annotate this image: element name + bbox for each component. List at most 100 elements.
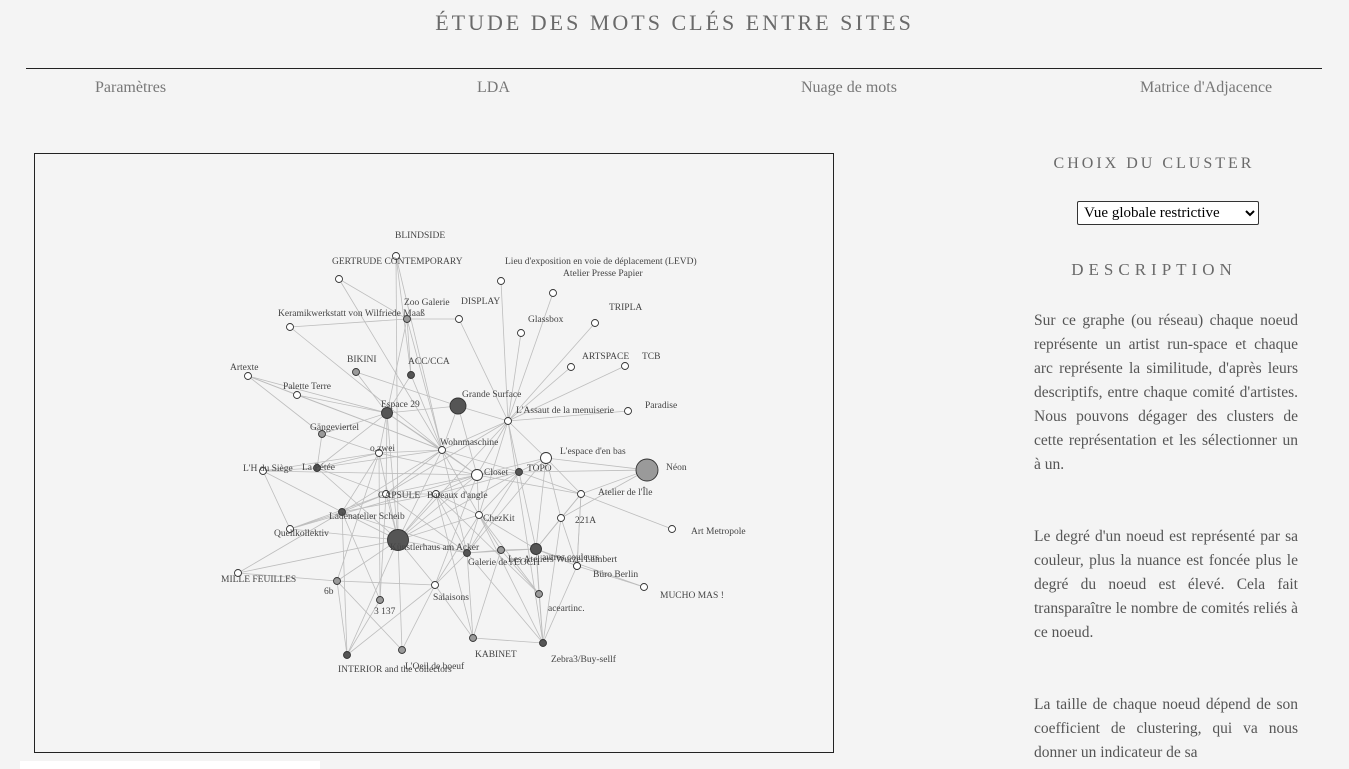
graph-node-tripla[interactable] xyxy=(591,319,599,327)
graph-node-bikini[interactable] xyxy=(352,368,360,376)
graph-node-s137[interactable] xyxy=(376,596,384,604)
graph-node-oeil[interactable] xyxy=(398,646,406,654)
graph-node-capsule[interactable] xyxy=(382,490,390,498)
graph-node-autres[interactable] xyxy=(497,546,505,554)
graph-node-aceart[interactable] xyxy=(535,590,543,598)
graph-link xyxy=(401,584,436,651)
graph-node-quell[interactable] xyxy=(286,525,294,533)
graph-node-label: L'Oeil de boeuf xyxy=(405,661,465,672)
graph-node-keramik[interactable] xyxy=(286,323,294,331)
graph-node-label: Büro Berlin xyxy=(593,570,638,580)
graph-node-paradise[interactable] xyxy=(624,407,632,415)
graph-link xyxy=(247,375,323,435)
graph-link xyxy=(507,410,629,422)
graph-link xyxy=(435,493,480,516)
graph-node-label: TRIPLA xyxy=(609,303,642,313)
graph-node-levd[interactable] xyxy=(497,277,505,285)
graph-node-artmetro[interactable] xyxy=(668,525,676,533)
graph-link xyxy=(434,474,478,586)
graph-link xyxy=(406,318,443,451)
graph-link xyxy=(466,552,474,639)
graph-node-buro[interactable] xyxy=(573,562,581,570)
graph-link xyxy=(289,493,387,530)
graph-link xyxy=(316,452,380,469)
graph-node-label: 3 137 xyxy=(374,607,396,617)
graph-link xyxy=(507,420,544,644)
graph-link xyxy=(410,374,443,451)
graph-node-assaut[interactable] xyxy=(504,417,512,425)
graph-node-display[interactable] xyxy=(455,315,463,323)
graph-link xyxy=(542,565,578,644)
graph-node-enbas[interactable] xyxy=(540,452,552,464)
graph-link xyxy=(435,474,478,495)
network-graph[interactable]: BLINDSIDE GERTRUDE CONTEMPORARY Lieu d'exp… xyxy=(34,153,834,753)
graph-link xyxy=(237,511,343,574)
nav-nuage-de-mots[interactable]: Nuage de mots xyxy=(801,79,897,96)
graph-node-mucho[interactable] xyxy=(640,583,648,591)
graph-node-hdu[interactable] xyxy=(259,467,267,475)
graph-node-label: CAPSULE xyxy=(378,491,420,501)
graph-node-grande[interactable] xyxy=(449,397,467,415)
graph-node-tcb[interactable] xyxy=(621,362,629,370)
graph-link xyxy=(378,452,478,476)
graph-node-blindside[interactable] xyxy=(392,252,400,260)
graph-link xyxy=(346,599,381,656)
graph-node-ile[interactable] xyxy=(577,490,585,498)
nav-lda[interactable]: LDA xyxy=(477,79,510,96)
graph-node-label: o.zwei xyxy=(370,444,395,454)
nav-parametres[interactable]: Paramètres xyxy=(95,79,167,96)
graph-link xyxy=(346,539,399,656)
graph-node-a221[interactable] xyxy=(557,514,565,522)
graph-node-gertrude[interactable] xyxy=(335,275,343,283)
graph-node-topo[interactable] xyxy=(515,468,523,476)
graph-link xyxy=(478,420,509,516)
graph-node-label: Néon xyxy=(666,463,687,473)
graph-node-zebra[interactable] xyxy=(539,639,547,647)
graph-node-interior[interactable] xyxy=(343,651,351,659)
graph-link xyxy=(262,452,380,472)
graph-node-neon[interactable] xyxy=(635,458,659,482)
graph-link xyxy=(336,539,399,582)
graph-node-angle[interactable] xyxy=(432,490,440,498)
graph-node-laden[interactable] xyxy=(338,508,346,516)
graph-node-kunstler[interactable] xyxy=(387,529,409,551)
graph-node-label: INTERIOR and the collectors xyxy=(338,665,452,675)
graph-link xyxy=(457,405,478,476)
graph-node-salaisons[interactable] xyxy=(431,581,439,589)
graph-node-glassbox[interactable] xyxy=(517,329,525,337)
graph-node-ozwei[interactable] xyxy=(375,449,383,457)
graph-node-mille[interactable] xyxy=(234,569,242,577)
graph-node-acc[interactable] xyxy=(407,371,415,379)
graph-node-label: ARTSPACE xyxy=(582,352,629,362)
graph-node-label: Grande Surface xyxy=(462,389,521,400)
graph-link xyxy=(441,449,468,554)
graph-node-label: Galerie de l'EOCH xyxy=(468,558,540,568)
graph-node-artspace[interactable] xyxy=(567,363,575,371)
graph-node-presse[interactable] xyxy=(549,289,557,297)
graph-node-chezkit[interactable] xyxy=(475,511,483,519)
graph-node-label: Lambert xyxy=(585,555,618,565)
graph-link xyxy=(507,366,572,422)
graph-node-lapetee[interactable] xyxy=(313,464,321,472)
graph-link xyxy=(545,457,582,495)
graph-link xyxy=(560,469,648,519)
graph-node-eoch[interactable] xyxy=(463,549,471,557)
graph-node-archi[interactable] xyxy=(530,543,542,555)
cluster-select[interactable]: Vue globale restrictive xyxy=(1077,201,1259,225)
graph-link xyxy=(316,433,323,469)
graph-node-kabinet[interactable] xyxy=(469,634,477,642)
graph-link xyxy=(478,514,540,595)
graph-node-gange[interactable] xyxy=(318,430,326,438)
network-graph-svg[interactable]: BLINDSIDE GERTRUDE CONTEMPORARY Lieu d'exp… xyxy=(35,154,833,752)
graph-node-palette[interactable] xyxy=(293,391,301,399)
graph-node-label: La Pétée xyxy=(302,463,335,473)
graph-labels: BLINDSIDE GERTRUDE CONTEMPORARY Lieu d'exp… xyxy=(221,231,746,675)
graph-node-zoo[interactable] xyxy=(403,315,411,323)
graph-node-artexte[interactable] xyxy=(244,372,252,380)
graph-link xyxy=(545,457,648,471)
graph-node-espace29[interactable] xyxy=(381,407,393,419)
graph-node-b6[interactable] xyxy=(333,577,341,585)
nav-matrice-adjacence[interactable]: Matrice d'Adjacence xyxy=(1140,79,1273,96)
graph-node-wohn[interactable] xyxy=(438,446,446,454)
graph-node-closet[interactable] xyxy=(471,469,483,481)
